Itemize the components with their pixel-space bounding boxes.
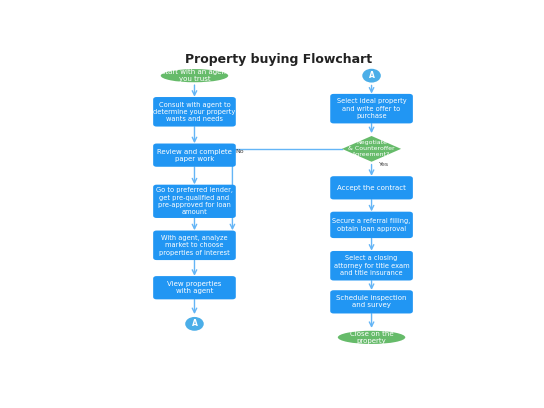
FancyBboxPatch shape: [330, 176, 413, 200]
Text: Yes: Yes: [379, 162, 390, 166]
FancyBboxPatch shape: [153, 231, 236, 260]
FancyBboxPatch shape: [330, 94, 413, 123]
Text: Select ideal property
and write offer to
purchase: Select ideal property and write offer to…: [337, 98, 406, 119]
Circle shape: [362, 69, 381, 82]
FancyBboxPatch shape: [330, 212, 413, 238]
Text: Review and complete
paper work: Review and complete paper work: [157, 149, 232, 162]
Text: Secure a referral filling,
obtain loan approval: Secure a referral filling, obtain loan a…: [332, 218, 411, 231]
FancyBboxPatch shape: [153, 97, 236, 126]
Polygon shape: [342, 136, 401, 162]
Text: Schedule inspection
and survey: Schedule inspection and survey: [336, 295, 407, 308]
Circle shape: [185, 317, 204, 331]
Text: Go to preferred lender,
get pre-qualified and
pre-approved for loan
amount: Go to preferred lender, get pre-qualifie…: [156, 187, 233, 215]
Text: Consult with agent to
determine your property
wants and needs: Consult with agent to determine your pro…: [153, 102, 236, 122]
Text: Close on the
property: Close on the property: [350, 331, 393, 344]
FancyBboxPatch shape: [153, 276, 236, 299]
Text: Accept the contract: Accept the contract: [337, 185, 406, 191]
Text: No: No: [236, 149, 244, 154]
Text: View properties
with agent: View properties with agent: [168, 281, 221, 294]
FancyBboxPatch shape: [153, 144, 236, 167]
FancyBboxPatch shape: [330, 251, 413, 280]
Text: Start with an agent
you trust: Start with an agent you trust: [160, 69, 228, 82]
FancyBboxPatch shape: [153, 185, 236, 218]
Ellipse shape: [338, 331, 405, 344]
FancyBboxPatch shape: [330, 290, 413, 313]
Text: Negotiate
& Counteroffer
Agreement?: Negotiate & Counteroffer Agreement?: [348, 140, 395, 157]
Ellipse shape: [161, 69, 228, 82]
Text: Select a closing
attorney for title exam
and title insurance: Select a closing attorney for title exam…: [333, 255, 410, 276]
Text: A: A: [191, 319, 197, 328]
Text: With agent, analyze
market to choose
properties of interest: With agent, analyze market to choose pro…: [159, 235, 230, 255]
Text: A: A: [369, 71, 374, 80]
Text: Property buying Flowchart: Property buying Flowchart: [186, 53, 372, 66]
